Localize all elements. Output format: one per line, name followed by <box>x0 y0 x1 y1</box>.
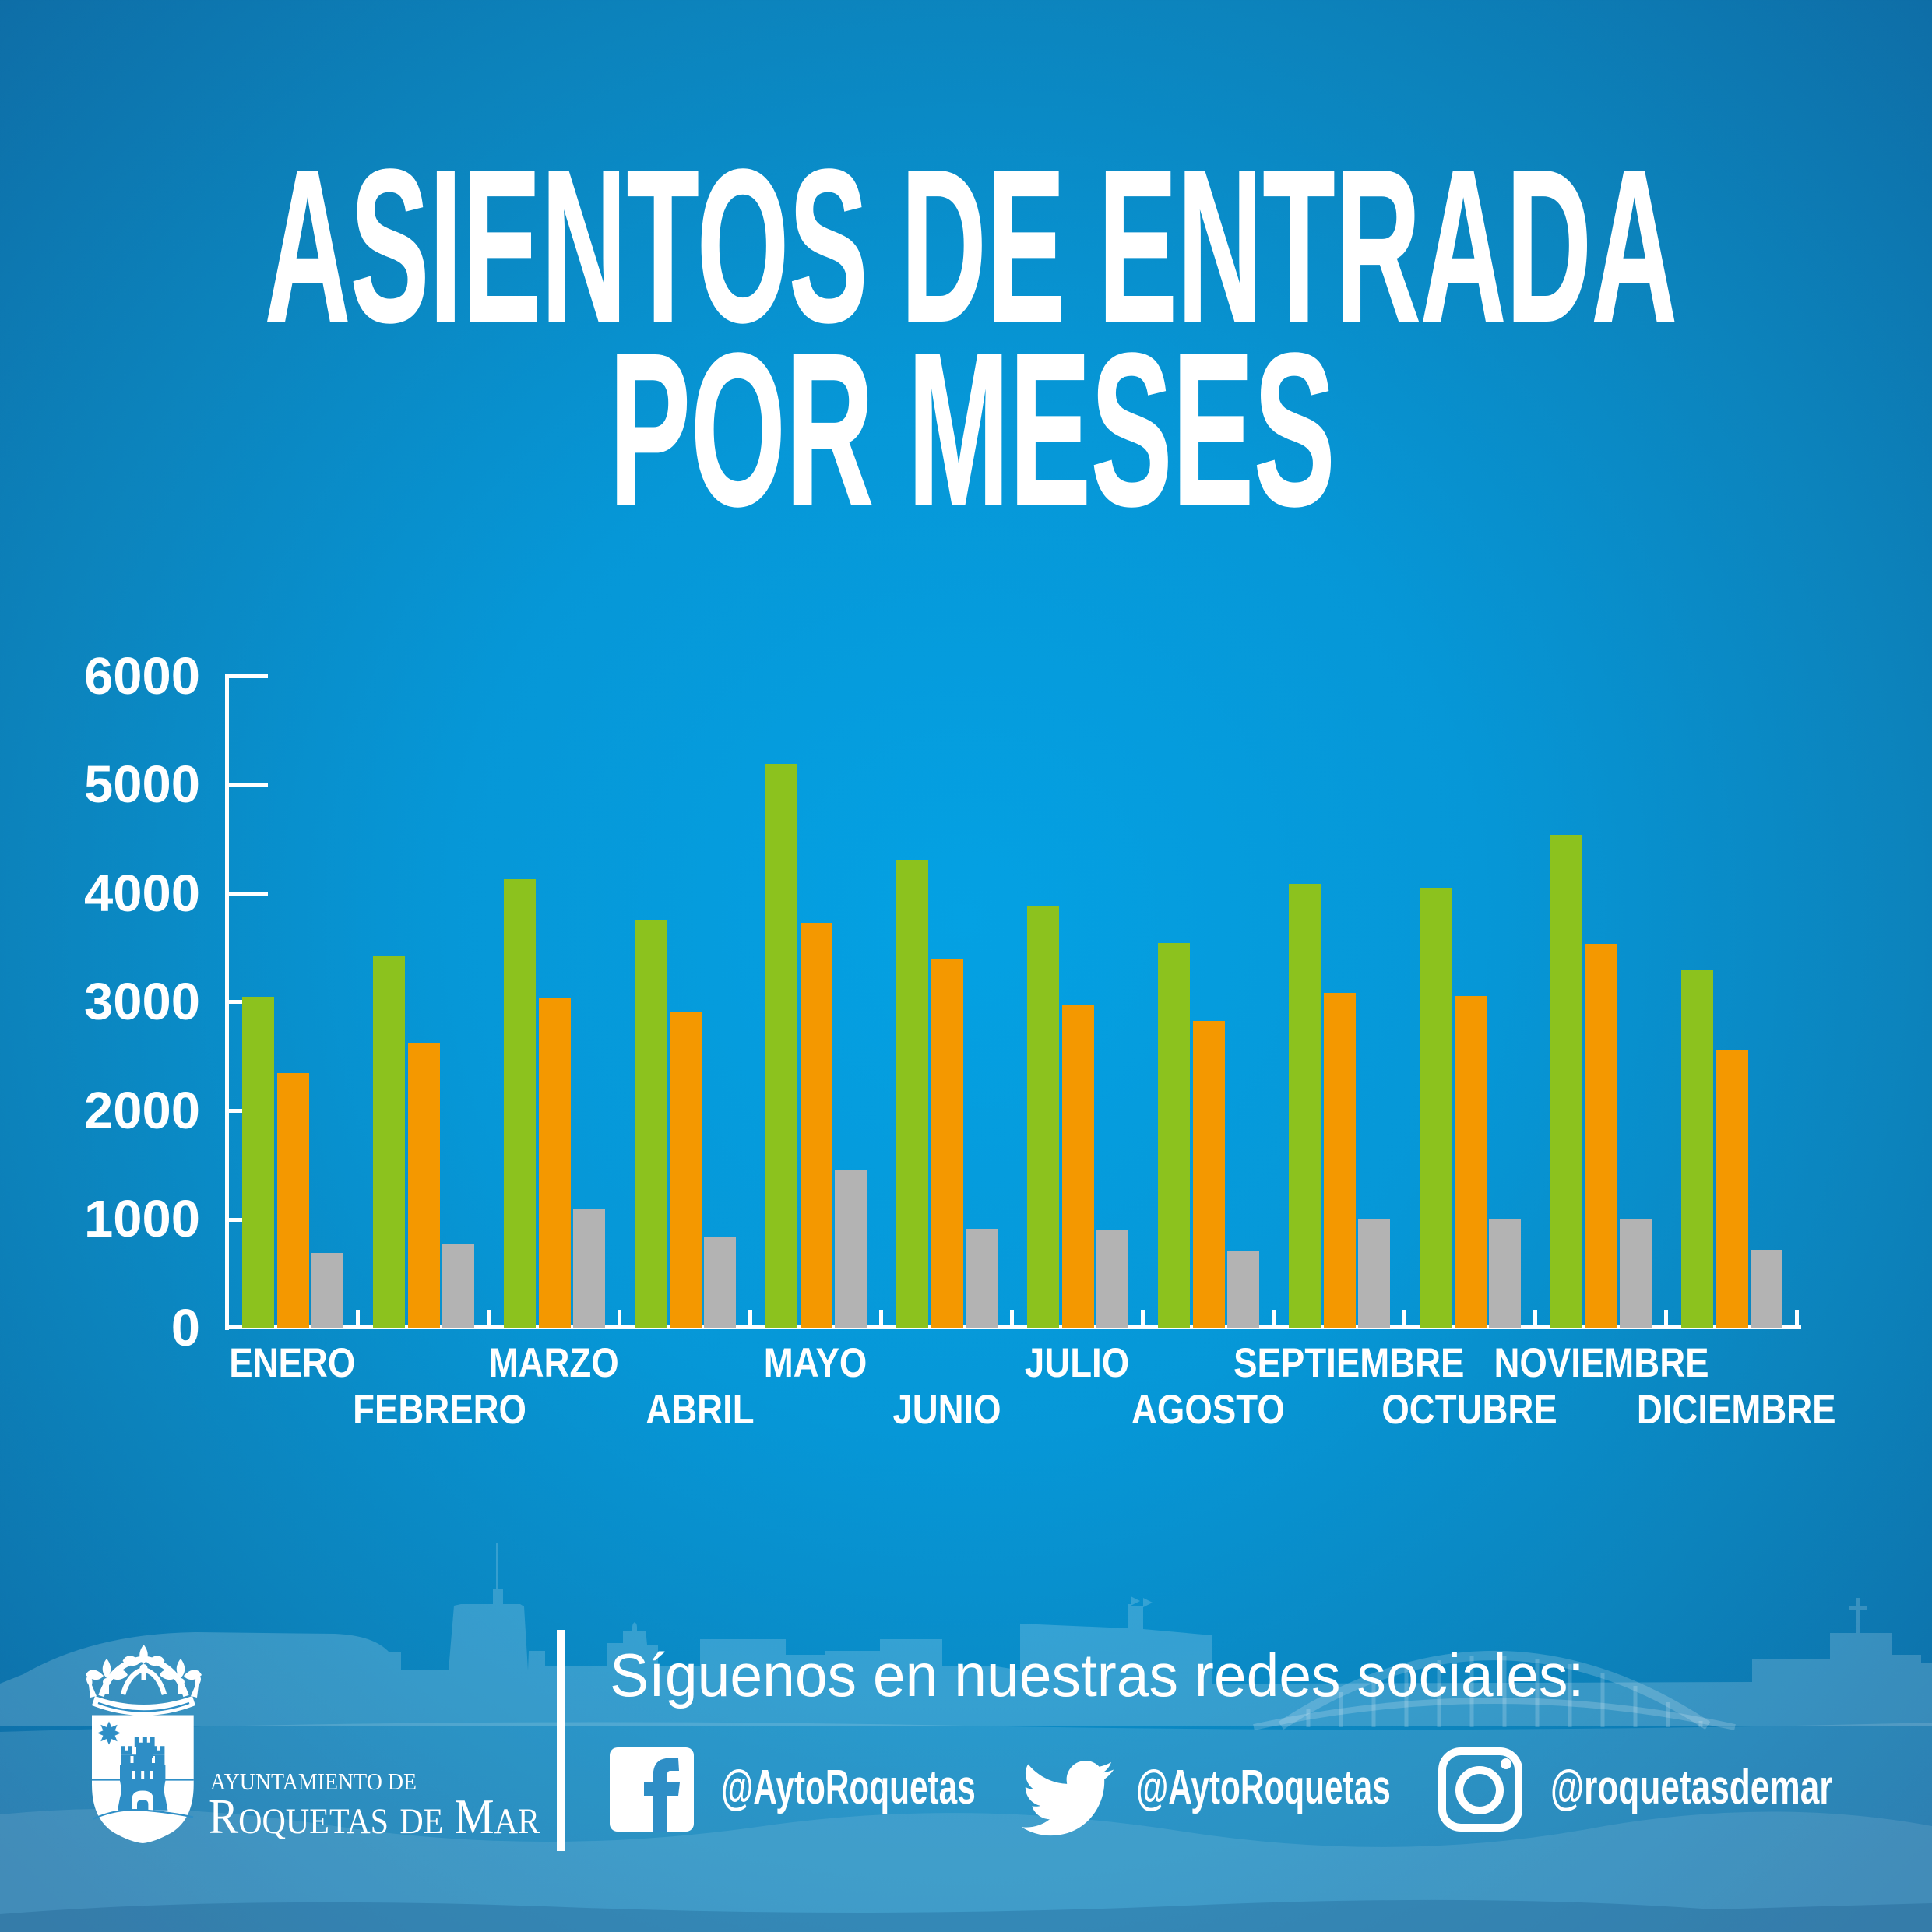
svg-text:ROQUETAS DE MAR: ROQUETAS DE MAR <box>209 1789 540 1844</box>
svg-text:AYUNTAMIENTO DE: AYUNTAMIENTO DE <box>210 1768 417 1795</box>
